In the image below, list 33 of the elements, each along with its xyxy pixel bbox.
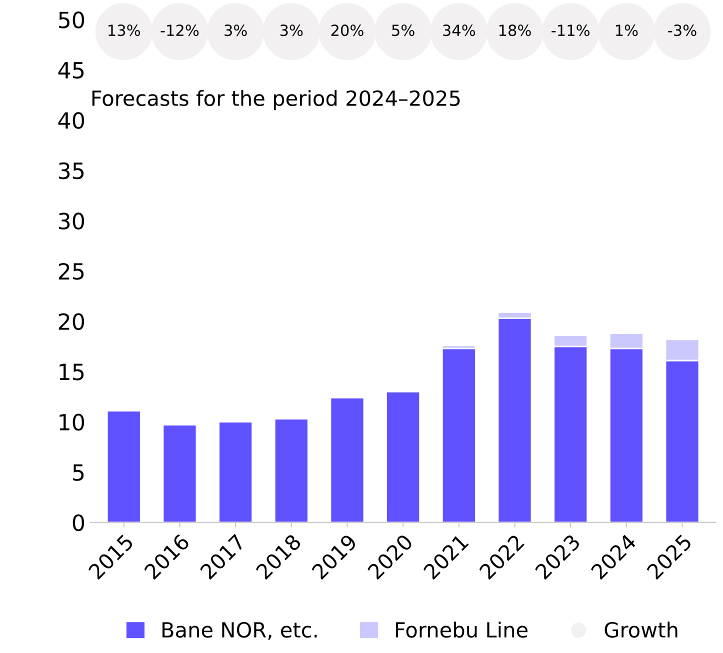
y-tick-label: 0	[72, 514, 84, 532]
bar	[218, 421, 254, 522]
annotation: 3%	[224, 24, 247, 36]
annotation: 34%	[443, 24, 476, 36]
y-tick-label: 30	[58, 212, 84, 230]
annotation: -12%	[160, 24, 199, 36]
y-tick-label: 15	[60, 364, 84, 380]
bar	[106, 410, 142, 522]
legend-label: Bane NOR, etc.	[162, 622, 317, 640]
annotation: 3%	[280, 24, 303, 36]
annotation: Forecasts for the period 2024–2025	[92, 90, 460, 110]
y-tick-label: 10	[60, 414, 84, 431]
y-tick-label: 50	[58, 12, 84, 28]
annotation: 1%	[616, 24, 638, 36]
bar	[330, 397, 365, 522]
y-tick-label: 25	[58, 262, 84, 280]
legend-label: Fornebu Line	[396, 622, 528, 638]
annotation: 5%	[392, 24, 414, 36]
bar	[162, 424, 198, 522]
legend-label: Growth	[604, 622, 678, 638]
annotation: 13%	[108, 24, 140, 36]
y-tick-label: 20	[58, 313, 84, 330]
annotation: 18%	[499, 24, 531, 36]
bar	[274, 418, 309, 522]
y-tick-label: 40	[58, 112, 84, 129]
annotation: -3%	[668, 24, 696, 36]
y-tick-label: 35	[58, 162, 84, 180]
bar	[441, 348, 476, 522]
y-tick-label: 5	[73, 464, 84, 481]
bar	[386, 390, 421, 522]
annotation: 20%	[331, 24, 364, 36]
y-tick-label: 45	[58, 62, 84, 79]
annotation: -11%	[552, 24, 590, 36]
